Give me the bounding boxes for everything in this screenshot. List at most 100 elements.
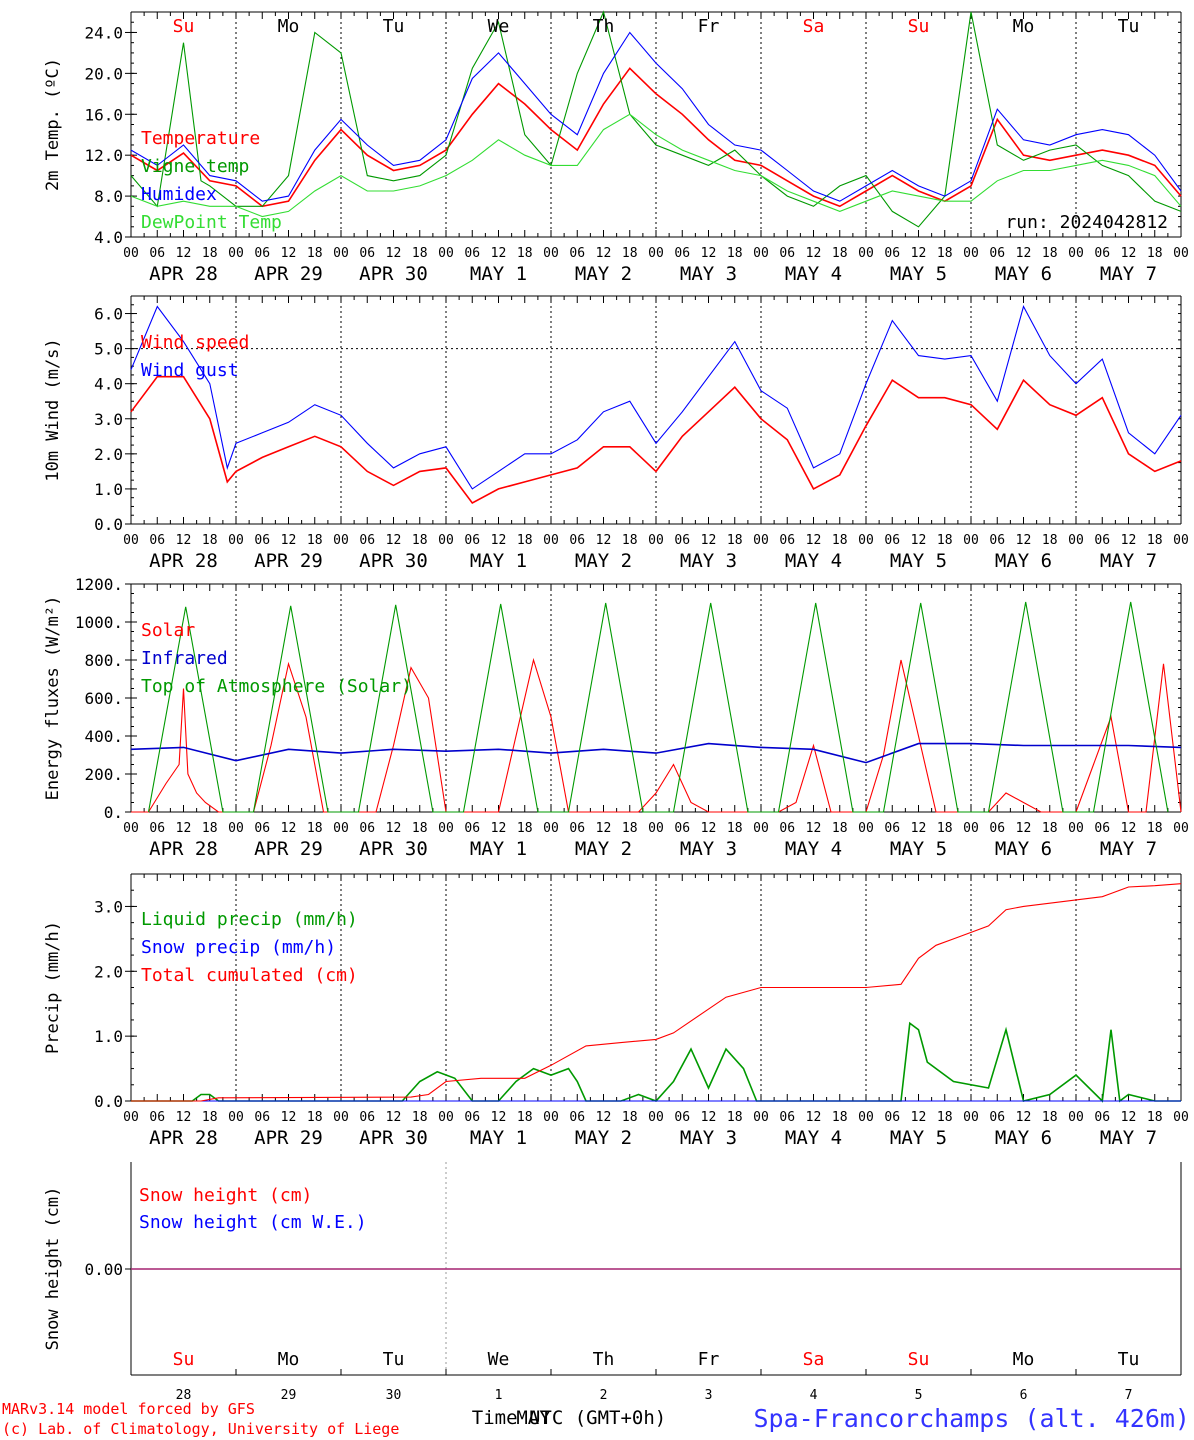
date-label: MAY 3 bbox=[680, 1127, 737, 1149]
hour-label: 06 bbox=[359, 821, 375, 836]
date-label: MAY 6 bbox=[995, 263, 1052, 285]
hour-label: 18 bbox=[622, 1110, 638, 1125]
series-line-top-of-atmosphere-solar- bbox=[147, 601, 1169, 813]
hour-label: 06 bbox=[464, 1110, 480, 1125]
panel-4 bbox=[125, 873, 1182, 1103]
date-label: APR 29 bbox=[254, 838, 323, 860]
legend-label: Snow height (cm W.E.) bbox=[139, 1212, 367, 1233]
hour-label: 00 bbox=[438, 246, 454, 261]
y-tick-label: 1000. bbox=[75, 613, 123, 632]
hour-label: 00 bbox=[1173, 246, 1189, 261]
weekday-label: Tu bbox=[1118, 16, 1140, 37]
hour-label: 18 bbox=[517, 1110, 533, 1125]
date-label: MAY 4 bbox=[785, 838, 842, 860]
hour-label: 12 bbox=[281, 246, 297, 261]
date-label: MAY 5 bbox=[890, 550, 947, 572]
hour-label: 00 bbox=[963, 533, 979, 548]
y-tick-label: 600. bbox=[84, 689, 123, 708]
hour-label: 00 bbox=[1068, 821, 1084, 836]
hour-label: 18 bbox=[1042, 1110, 1058, 1125]
y-tick-label: 1.0 bbox=[94, 480, 123, 499]
hour-label: 00 bbox=[963, 1110, 979, 1125]
day-number-label: 2 bbox=[600, 1388, 608, 1403]
hour-label: 06 bbox=[569, 246, 585, 261]
date-label: MAY 1 bbox=[470, 1127, 527, 1149]
panel-2 bbox=[125, 295, 1182, 525]
x-axis-title: Time UTC (GMT+0h) bbox=[472, 1407, 666, 1429]
hour-label: 18 bbox=[937, 1110, 953, 1125]
hour-label: 12 bbox=[386, 1110, 402, 1125]
hour-label: 06 bbox=[1094, 1110, 1110, 1125]
date-label: MAY 2 bbox=[575, 838, 632, 860]
hour-label: 00 bbox=[753, 821, 769, 836]
y-tick-label: 2.0 bbox=[94, 962, 123, 981]
date-label: MAY 6 bbox=[995, 838, 1052, 860]
hour-label: 12 bbox=[386, 533, 402, 548]
hour-label: 12 bbox=[491, 246, 507, 261]
hour-label: 18 bbox=[412, 533, 428, 548]
hour-label: 18 bbox=[622, 246, 638, 261]
hour-label: 00 bbox=[543, 533, 559, 548]
hour-label: 18 bbox=[937, 533, 953, 548]
panel-3 bbox=[125, 583, 1182, 813]
hour-label: 00 bbox=[123, 533, 139, 548]
series-line-temperature bbox=[130, 67, 1182, 208]
y-tick-label: 4.0 bbox=[94, 228, 123, 247]
hour-label: 18 bbox=[937, 246, 953, 261]
hour-label: 00 bbox=[648, 246, 664, 261]
legend-label: Humidex bbox=[141, 184, 217, 205]
y-tick-label: 1200. bbox=[75, 575, 123, 594]
hour-label: 12 bbox=[176, 246, 192, 261]
hour-label: 06 bbox=[884, 821, 900, 836]
y-axis-label: 2m Temp. (ºC) bbox=[43, 58, 63, 191]
hour-label: 06 bbox=[254, 1110, 270, 1125]
hour-label: 18 bbox=[307, 1110, 323, 1125]
date-label: MAY 5 bbox=[890, 838, 947, 860]
y-tick-label: 3.0 bbox=[94, 410, 123, 429]
hour-label: 06 bbox=[149, 821, 165, 836]
legend-label: Wind gust bbox=[141, 360, 239, 381]
hour-label: 00 bbox=[858, 533, 874, 548]
series-line-wind-speed bbox=[130, 375, 1182, 505]
hour-label: 00 bbox=[438, 821, 454, 836]
hour-label: 18 bbox=[622, 821, 638, 836]
hour-label: 00 bbox=[1173, 533, 1189, 548]
series-line-liquid-precip-mm-h- bbox=[131, 1021, 1181, 1103]
hour-label: 12 bbox=[491, 1110, 507, 1125]
hour-label: 12 bbox=[806, 821, 822, 836]
hour-label: 18 bbox=[727, 821, 743, 836]
y-axis-label: Precip (mm/h) bbox=[43, 921, 63, 1054]
date-label: APR 29 bbox=[254, 1127, 323, 1149]
weekday-label: Sa bbox=[803, 1349, 825, 1370]
hour-label: 12 bbox=[386, 246, 402, 261]
date-label: MAY 5 bbox=[890, 1127, 947, 1149]
hour-label: 12 bbox=[281, 533, 297, 548]
hour-label: 06 bbox=[254, 246, 270, 261]
hour-label: 06 bbox=[989, 1110, 1005, 1125]
date-label: APR 30 bbox=[359, 263, 428, 285]
hour-label: 12 bbox=[806, 246, 822, 261]
hour-label: 00 bbox=[648, 821, 664, 836]
y-tick-label: 16.0 bbox=[84, 105, 123, 124]
y-tick-label: 5.0 bbox=[94, 340, 123, 359]
date-label: APR 28 bbox=[149, 263, 218, 285]
date-label: MAY 7 bbox=[1100, 550, 1157, 572]
weekday-label: Fr bbox=[698, 1349, 720, 1370]
hour-label: 00 bbox=[228, 821, 244, 836]
hour-label: 12 bbox=[911, 533, 927, 548]
hour-label: 18 bbox=[307, 246, 323, 261]
hour-label: 12 bbox=[386, 821, 402, 836]
hour-label: 12 bbox=[596, 533, 612, 548]
y-tick-label: 200. bbox=[84, 765, 123, 784]
hour-label: 06 bbox=[1094, 246, 1110, 261]
hour-label: 06 bbox=[779, 1110, 795, 1125]
hour-label: 00 bbox=[543, 1110, 559, 1125]
date-label: MAY 4 bbox=[785, 1127, 842, 1149]
hour-label: 12 bbox=[176, 533, 192, 548]
hour-label: 18 bbox=[307, 821, 323, 836]
hour-label: 12 bbox=[1016, 1110, 1032, 1125]
hour-label: 06 bbox=[569, 533, 585, 548]
hour-label: 06 bbox=[884, 533, 900, 548]
hour-label: 00 bbox=[228, 533, 244, 548]
weekday-label: Mo bbox=[1013, 1349, 1035, 1370]
